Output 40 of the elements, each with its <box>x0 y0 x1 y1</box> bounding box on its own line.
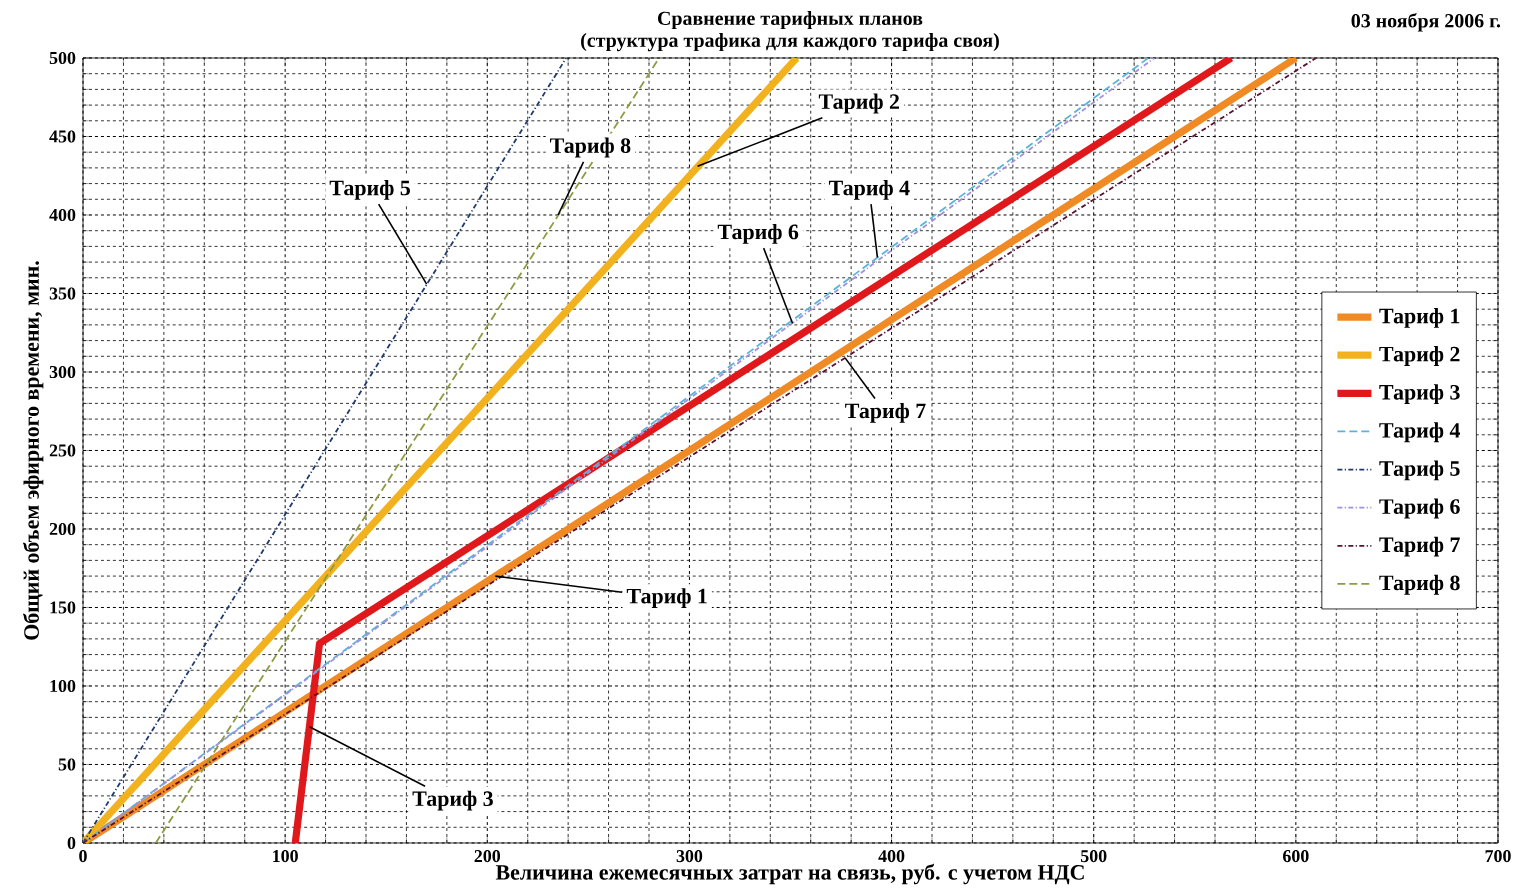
legend-label: Тариф 3 <box>1379 384 1460 405</box>
legend-label: Тариф 6 <box>1379 498 1460 519</box>
y-tick-label: 100 <box>50 679 76 693</box>
text: 03 ноября 2006 г. <box>1351 13 1501 32</box>
annotation: Тариф 3 <box>412 790 493 811</box>
y-tick-label: 350 <box>49 287 76 300</box>
legend-label: Тариф 8 <box>1379 574 1460 595</box>
legend-label: Тариф 7 <box>1379 536 1460 557</box>
y-tick-label: 300 <box>49 365 76 379</box>
annotation: Тариф 8 <box>550 137 631 158</box>
x-tick-label: 300 <box>676 850 703 863</box>
annotation: Тариф 4 <box>828 180 910 200</box>
annotation: Тариф 5 <box>329 180 410 200</box>
y-tick-label: 450 <box>49 130 76 143</box>
annotation: Тариф 7 <box>845 402 926 423</box>
y-tick-label: 0 <box>67 836 76 850</box>
y-tick-label: 50 <box>58 758 76 771</box>
annotation: Тариф 2 <box>818 93 899 114</box>
y-axis-title: Общий объем эфирного времени, мин. <box>23 261 44 640</box>
legend-label: Тариф 5 <box>1379 460 1460 481</box>
x-tick-label: 600 <box>1283 850 1309 863</box>
x-axis-title: Величина ежемесячных затрат на связь, руб. с учетом НДС <box>495 863 1084 885</box>
annotation: Тариф 6 <box>717 223 799 244</box>
x-tick-label: 500 <box>1080 850 1107 863</box>
annotation: Тариф 1 <box>626 588 707 609</box>
chart-subtitle: (структура трафика для каждого тарифа своя) <box>581 33 999 52</box>
y-tick-label: 200 <box>49 522 76 536</box>
legend-label: Тариф 4 <box>1379 422 1460 443</box>
y-tick-label: 500 <box>49 51 76 65</box>
legend-label: Тариф 2 <box>1379 346 1460 366</box>
legend-label: Тариф 1 <box>1379 308 1460 328</box>
chart-title: Сравнение тарифных планов <box>658 11 923 30</box>
y-tick-label: 250 <box>49 444 76 457</box>
x-tick-label: 400 <box>878 850 905 863</box>
x-tick-label: 700 <box>1485 850 1511 863</box>
x-tick-label: 200 <box>474 850 501 863</box>
y-tick-label: 150 <box>50 601 76 614</box>
x-tick-label: 100 <box>273 850 298 863</box>
x-tick-label: 0 <box>79 850 87 863</box>
y-tick-label: 400 <box>49 208 76 222</box>
